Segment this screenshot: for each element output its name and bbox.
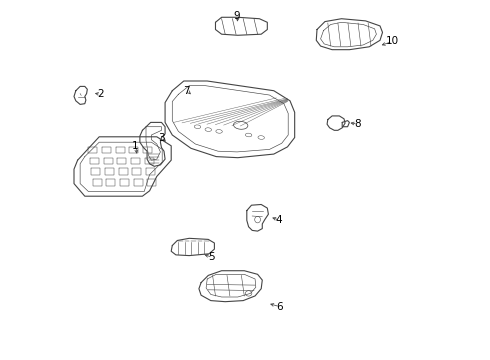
Text: 5: 5: [209, 252, 215, 262]
Text: 2: 2: [97, 89, 103, 99]
Text: 3: 3: [158, 132, 165, 143]
Text: 1: 1: [132, 141, 139, 151]
Text: 6: 6: [276, 302, 283, 312]
Text: 8: 8: [354, 119, 361, 129]
Text: 10: 10: [385, 36, 398, 46]
Text: 7: 7: [183, 86, 190, 96]
Text: 9: 9: [234, 11, 241, 21]
Text: 4: 4: [276, 215, 283, 225]
